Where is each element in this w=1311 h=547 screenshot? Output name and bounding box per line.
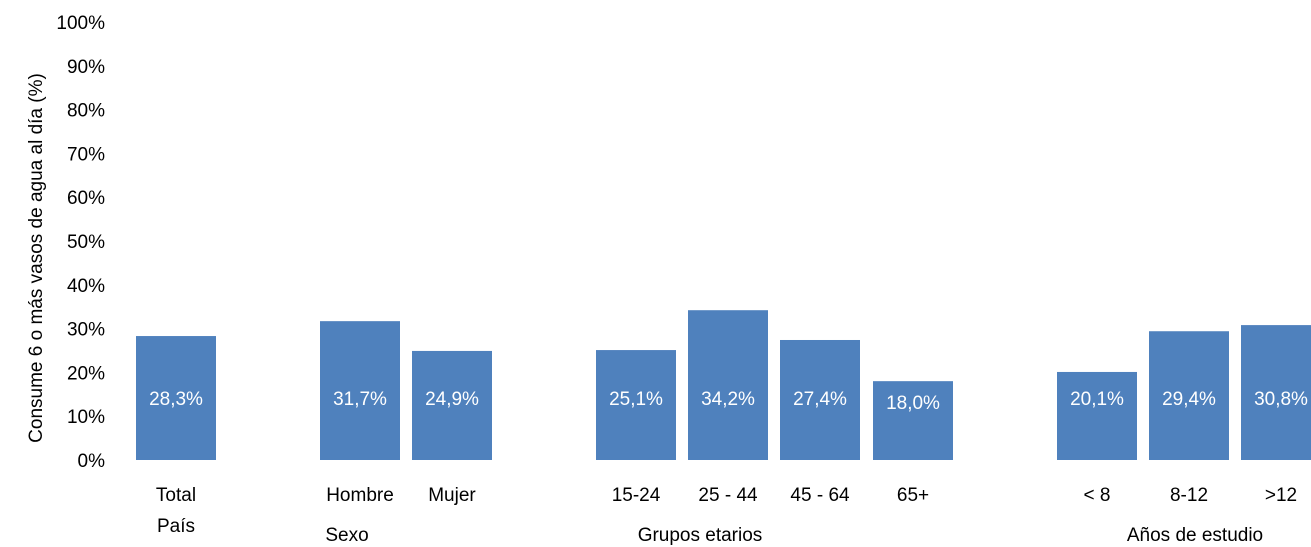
category-labels: Total País Hombre Mujer 15-24 25 - 44 45 - 64 6… — [156, 485, 1297, 537]
y-tick-label: 60% — [67, 188, 105, 209]
data-label: 31,7% — [333, 389, 387, 410]
data-label: 18,0% — [886, 393, 940, 414]
category-label: 15-24 — [612, 485, 661, 506]
data-label: 34,2% — [701, 389, 755, 410]
bar — [596, 350, 676, 460]
category-label: >12 — [1265, 485, 1297, 506]
y-tick-label: 20% — [67, 363, 105, 384]
data-label: 29,4% — [1162, 389, 1216, 410]
group-label: Sexo — [325, 525, 368, 546]
y-tick-label: 50% — [67, 232, 105, 253]
category-label: 8-12 — [1170, 485, 1208, 506]
category-label: 65+ — [897, 485, 929, 506]
category-label: País — [157, 516, 195, 537]
y-tick-label: 90% — [67, 57, 105, 78]
category-label: Mujer — [428, 485, 476, 506]
category-label: 25 - 44 — [698, 485, 758, 506]
category-label: < 8 — [1084, 485, 1111, 506]
data-label: 25,1% — [609, 389, 663, 410]
y-tick-label: 100% — [56, 13, 105, 34]
data-labels: 28,3% 31,7% 24,9% 25,1% 34,2% 27,4% 18,0% 20,1%… — [149, 389, 1308, 414]
data-label: 27,4% — [793, 389, 847, 410]
data-label: 28,3% — [149, 389, 203, 410]
bar — [780, 339, 860, 460]
bars — [136, 310, 1311, 460]
category-label: 45 - 64 — [790, 485, 850, 506]
category-label: Hombre — [326, 485, 394, 506]
group-labels: Sexo Grupos etarios Años de estudio — [325, 525, 1263, 546]
y-tick-label: 80% — [67, 101, 105, 122]
bar — [136, 336, 216, 460]
data-label: 20,1% — [1070, 389, 1124, 410]
bar — [688, 310, 768, 460]
y-tick-label: 40% — [67, 276, 105, 297]
bar — [1149, 331, 1229, 460]
bar — [1241, 325, 1311, 460]
bar — [1057, 371, 1137, 460]
bar — [320, 321, 400, 460]
y-tick-label: 70% — [67, 144, 105, 165]
data-label: 30,8% — [1254, 389, 1308, 410]
bar — [873, 381, 953, 460]
group-label: Grupos etarios — [638, 525, 763, 546]
y-axis-title: Consume 6 o más vasos de agua al día (%) — [26, 73, 47, 443]
y-tick-label: 30% — [67, 320, 105, 341]
y-axis-ticks: 0% 10% 20% 30% 40% 50% 60% 70% 80% 90% 100% — [56, 13, 105, 472]
category-label: Total — [156, 485, 196, 506]
y-tick-label: 10% — [67, 407, 105, 428]
bar — [412, 350, 492, 460]
y-tick-label: 0% — [78, 451, 106, 472]
group-label: Años de estudio — [1127, 525, 1263, 546]
data-label: 24,9% — [425, 389, 479, 410]
